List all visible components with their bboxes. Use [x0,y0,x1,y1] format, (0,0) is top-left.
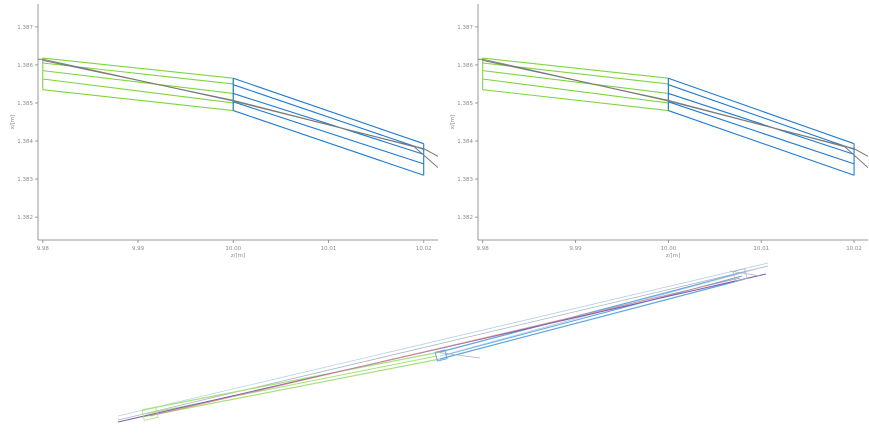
chart-right-y-tick-label: 1.386 [457,63,473,69]
chart-right-series-blue-8 [668,84,855,150]
chart-left-y-tick-label: 1.386 [17,63,33,69]
chart-right-series-green-2 [482,70,669,94]
chart-left-y-axis-label: x/[m] [10,115,16,130]
chart-right-series-blue-9 [668,92,855,155]
chart-right-series-green-4 [482,89,669,112]
chart-left: 9.98 9.99 10.00 10.01 10.02 1.382 1.383 1.384 1.… [0,0,440,262]
chart-left-series-blue-8 [233,84,424,150]
chart-right-plot-area [478,57,868,176]
detector-box-end [732,268,748,282]
chart-left-y-tick-label: 1.385 [17,101,33,107]
beam-line-blue [439,278,746,360]
chart-left-y-tick-label: 1.383 [17,177,33,183]
chart-right-x-tick-label: 10.02 [846,246,862,252]
chart-right-y-tick-label: 1.384 [457,139,473,145]
beam-line-green [144,355,438,415]
chart-left-series-gray-14 [38,58,438,157]
beam-line-gray [729,270,761,277]
chart-left-series-green-3 [42,78,234,104]
chart-left-plot-area [38,57,438,176]
beamline-3d-svg [117,262,769,423]
beam-line-gray [434,351,481,359]
beam-line-green [141,358,441,418]
chart-left-series-blue-9 [233,92,424,155]
chart-right-series-gray-15 [482,59,868,169]
chart-right-series-green-0 [482,57,669,79]
chart-right-svg: 9.98 9.99 10.00 10.01 10.02 1.382 1.383 1.384 1.… [450,4,868,259]
chart-right-x-tick-label: 10.01 [753,246,769,252]
detector-box-green [141,407,159,421]
beam-line-light_blue [117,262,769,417]
chart-left-series-blue-10 [233,101,424,165]
chart-left-x-tick-label: 9.99 [132,246,145,252]
beamline-3d-view [0,258,869,430]
chart-left-series-blue-11 [233,110,424,176]
beam-line-blue [439,271,746,353]
chart-right-y-axis-label: x/[m] [450,115,456,130]
chart-right-x-axis-label: z/[m] [666,253,680,259]
chart-right-x-tick-label: 9.99 [569,246,582,252]
chart-left-y-tick-label: 1.387 [17,25,33,31]
chart-left-series-gray-15 [42,59,438,169]
chart-left-series-green-0 [42,57,234,79]
chart-left-x-tick-label: 9.98 [37,246,50,252]
chart-left-x-axis-label: z/[m] [231,253,245,259]
chart-left-x-tick-label: 10.01 [321,246,337,252]
chart-right-y-tick-label: 1.387 [457,25,473,31]
chart-right-x-tick-label: 9.98 [477,246,490,252]
chart-left-x-tick-label: 10.00 [225,246,241,252]
detector-box-mid [434,349,448,362]
chart-right-series-gray-14 [478,58,868,157]
chart-right-y-tick-label: 1.385 [457,101,473,107]
beam-line-gray [117,265,769,421]
chart-right-series-blue-10 [668,101,855,165]
chart-left-x-tick-label: 10.02 [416,246,432,252]
chart-left-y-tick-label: 1.384 [17,139,33,145]
beam-line-green [141,351,441,411]
chart-right: 9.98 9.99 10.00 10.01 10.02 1.382 1.383 1.384 1.… [440,0,869,262]
chart-right-series-blue-7 [668,77,855,145]
chart-left-y-tick-label: 1.382 [17,215,33,221]
chart-left-svg: 9.98 9.99 10.00 10.01 10.02 1.382 1.383 1.384 1.… [10,4,438,259]
chart-right-series-blue-11 [668,110,855,176]
chart-right-y-tick-label: 1.382 [457,215,473,221]
chart-right-y-tick-label: 1.383 [457,177,473,183]
chart-left-series-green-4 [42,89,234,112]
chart-left-series-green-2 [42,70,234,94]
chart-right-series-green-3 [482,78,669,104]
chart-left-series-blue-7 [233,77,424,145]
chart-right-x-tick-label: 10.00 [660,246,676,252]
beam-line-red [149,277,741,417]
